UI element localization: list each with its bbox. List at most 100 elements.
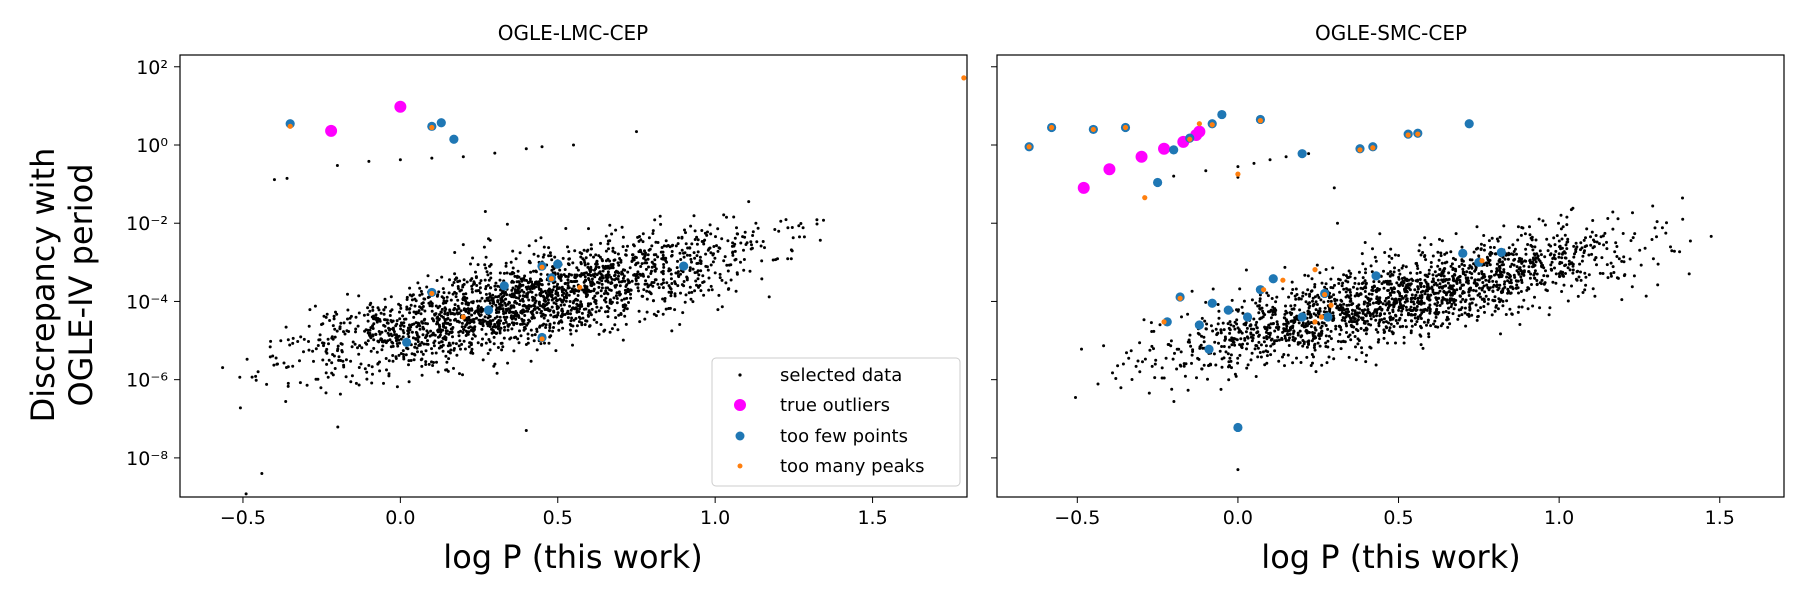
- selected-data-point: [1462, 270, 1466, 274]
- selected-data-point: [1202, 335, 1206, 339]
- selected-data-point: [495, 315, 499, 319]
- selected-data-point: [377, 318, 381, 322]
- selected-data-point: [623, 279, 627, 283]
- selected-data-point: [717, 293, 721, 297]
- selected-data-point: [1259, 343, 1263, 347]
- selected-data-point: [1644, 294, 1648, 298]
- selected-data-point: [362, 313, 366, 317]
- selected-data-point: [1295, 356, 1298, 360]
- selected-data-point: [1398, 272, 1402, 276]
- selected-data-point: [417, 335, 421, 339]
- selected-data-point: [1594, 234, 1598, 237]
- selected-data-point: [1434, 325, 1438, 329]
- selected-data-point: [1601, 234, 1605, 238]
- selected-data-point: [1407, 282, 1411, 286]
- selected-data-point: [383, 318, 386, 322]
- selected-data-point: [1406, 313, 1410, 317]
- selected-data-point: [1617, 257, 1621, 261]
- selected-data-point: [268, 355, 272, 359]
- selected-data-point: [601, 259, 604, 263]
- selected-data-point: [1400, 309, 1404, 313]
- selected-data-point: [1397, 308, 1401, 312]
- selected-data-point: [473, 325, 477, 329]
- selected-data-point: [1512, 263, 1516, 267]
- selected-data-point: [1520, 278, 1524, 282]
- selected-data-point: [1311, 296, 1315, 300]
- selected-data-point: [1585, 227, 1589, 231]
- selected-data-point: [1152, 347, 1155, 351]
- selected-data-point: [1597, 242, 1601, 246]
- selected-data-point: [1186, 388, 1190, 392]
- selected-data-point: [722, 213, 726, 217]
- selected-data-point: [1393, 266, 1396, 270]
- selected-data-point: [1466, 281, 1470, 285]
- selected-data-point: [1518, 266, 1522, 270]
- selected-data-point: [532, 316, 536, 320]
- selected-data-point: [331, 324, 335, 328]
- selected-data-point: [1277, 325, 1281, 329]
- selected-data-point: [665, 281, 669, 285]
- selected-data-point: [1265, 291, 1269, 295]
- selected-data-point: [1230, 343, 1234, 347]
- selected-data-point: [673, 280, 677, 284]
- selected-data-point: [1335, 306, 1339, 310]
- selected-data-point: [238, 375, 242, 379]
- selected-data-point: [1332, 357, 1336, 361]
- selected-data-point: [1571, 262, 1575, 266]
- selected-data-point: [547, 246, 551, 250]
- selected-data-point: [1217, 341, 1220, 345]
- selected-data-point: [424, 349, 428, 353]
- selected-data-point: [450, 327, 454, 331]
- selected-data-point: [735, 232, 739, 236]
- selected-data-point: [585, 319, 589, 323]
- selected-data-point: [577, 310, 581, 314]
- selected-data-point: [1276, 335, 1280, 339]
- selected-data-point: [391, 319, 395, 323]
- selected-data-point: [517, 314, 520, 318]
- selected-data-point: [1356, 342, 1360, 346]
- selected-data-point: [660, 246, 664, 249]
- selected-data-point: [1263, 363, 1267, 367]
- selected-data-point: [720, 305, 724, 309]
- selected-data-point: [557, 328, 561, 332]
- selected-data-point: [1297, 296, 1301, 300]
- selected-data-point: [1614, 241, 1618, 245]
- selected-data-point: [720, 278, 724, 282]
- selected-data-point: [1611, 210, 1615, 214]
- selected-data-point: [1529, 236, 1533, 240]
- selected-data-point: [1202, 363, 1206, 367]
- selected-data-point: [1446, 281, 1450, 285]
- selected-data-point: [401, 329, 405, 332]
- selected-data-point: [464, 309, 468, 313]
- selected-data-point: [1257, 334, 1261, 338]
- selected-data-point: [1468, 307, 1472, 311]
- selected-data-point: [1403, 278, 1407, 282]
- selected-data-point: [1579, 241, 1583, 245]
- selected-data-point: [1484, 294, 1488, 298]
- selected-data-point: [1380, 282, 1384, 286]
- selected-data-point: [357, 366, 361, 369]
- selected-data-point: [1603, 231, 1607, 235]
- selected-data-point: [660, 257, 664, 261]
- selected-data-point: [550, 268, 554, 272]
- selected-data-point: [1371, 286, 1375, 290]
- selected-data-point: [589, 302, 593, 306]
- selected-data-point: [456, 285, 460, 288]
- selected-data-point: [1382, 320, 1386, 324]
- selected-data-point: [461, 155, 465, 159]
- selected-data-point: [1401, 296, 1405, 300]
- selected-data-point: [477, 318, 481, 322]
- selected-data-point: [643, 253, 647, 257]
- selected-data-point: [580, 321, 584, 325]
- selected-data-point: [654, 253, 658, 257]
- selected-data-point: [245, 357, 249, 361]
- selected-data-point: [1301, 344, 1305, 348]
- selected-data-point: [646, 257, 650, 261]
- selected-data-point: [441, 328, 445, 332]
- selected-data-point: [638, 320, 642, 324]
- selected-data-point: [1309, 289, 1313, 293]
- selected-data-point: [1364, 360, 1368, 364]
- selected-data-point: [556, 311, 560, 315]
- selected-data-point: [250, 375, 254, 379]
- selected-data-point: [1136, 359, 1140, 363]
